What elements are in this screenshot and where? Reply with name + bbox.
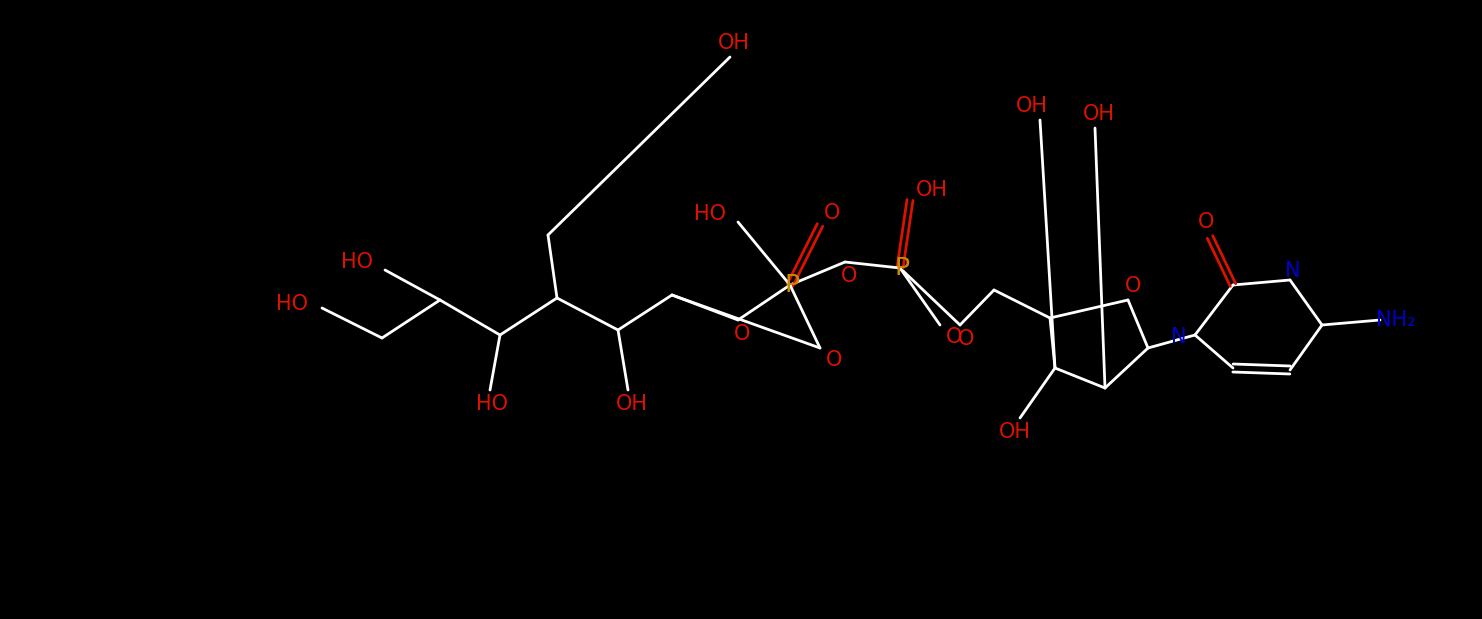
Text: HO: HO — [694, 204, 726, 224]
Text: OH: OH — [1083, 104, 1114, 124]
Text: OH: OH — [617, 394, 648, 414]
Text: O: O — [825, 350, 842, 370]
Text: O: O — [1125, 276, 1141, 296]
Text: HO: HO — [341, 252, 373, 272]
Text: N: N — [1171, 327, 1187, 347]
Text: O: O — [824, 203, 840, 223]
Text: O: O — [1197, 212, 1214, 232]
Text: HO: HO — [476, 394, 508, 414]
Text: P: P — [895, 256, 910, 280]
Text: NH₂: NH₂ — [1377, 310, 1415, 330]
Text: O: O — [840, 266, 857, 286]
Text: OH: OH — [916, 180, 948, 200]
Text: O: O — [946, 327, 962, 347]
Text: O: O — [734, 324, 750, 344]
Text: OH: OH — [1017, 96, 1048, 116]
Text: O: O — [957, 329, 974, 349]
Text: OH: OH — [717, 33, 750, 53]
Text: OH: OH — [999, 422, 1031, 442]
Text: N: N — [1285, 261, 1301, 281]
Text: P: P — [784, 273, 800, 297]
Text: HO: HO — [276, 294, 308, 314]
